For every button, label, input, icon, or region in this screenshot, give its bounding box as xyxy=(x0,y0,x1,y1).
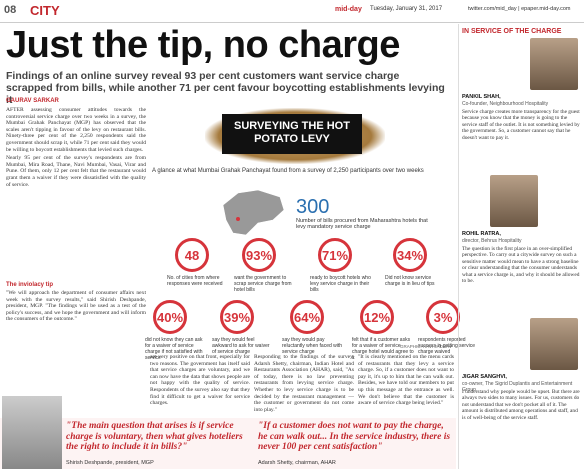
page: {"header": {"section_number": "08", "sec… xyxy=(0,0,584,469)
section-number: 08 xyxy=(4,4,16,16)
body-column: The inviolacy tip "We will approach the … xyxy=(6,280,146,395)
quote-attribution: Shirish Deshpande, president, MGP xyxy=(66,460,154,466)
person-quote: I understand why people would be upset. … xyxy=(462,389,580,465)
subhead: The inviolacy tip xyxy=(6,282,146,288)
person-name: PANKIL SHAH, xyxy=(462,94,501,100)
section-name: CITY xyxy=(30,3,60,18)
person-role: Co-founder, Neighbourhood Hospitality xyxy=(462,101,580,107)
stat-label: ready to boycott hotels who levy service… xyxy=(310,275,372,293)
paragraph: Responding to the findings of the survey… xyxy=(254,354,354,413)
stat-value: 12% xyxy=(360,300,394,334)
dateline: Tuesday, January 31, 2017 xyxy=(370,6,442,12)
portrait xyxy=(490,175,538,227)
photo xyxy=(2,396,62,469)
stat-value: 71% xyxy=(318,238,352,272)
graphic-credit: GRAPHIC: RAVI JADHAV xyxy=(400,344,452,349)
stat-value: 93% xyxy=(242,238,276,272)
standfirst: Findings of an online survey reveal 93 p… xyxy=(6,70,446,106)
stat-value: 39% xyxy=(220,300,254,334)
stat-value: 48 xyxy=(175,238,209,272)
infographic-caption: A glance at what Mumbai Grahak Panchayat… xyxy=(152,168,452,174)
stat-label: No. of cities from where responses were … xyxy=(167,275,229,287)
stat-label: did not know they can ask for a waiver o… xyxy=(145,337,207,361)
stat-label: say they would feel awkward to ask for w… xyxy=(212,337,274,355)
person-quote: The question is the first place in an ov… xyxy=(462,246,580,308)
quote-attribution: Adarsh Shetty, chairman, AHAR xyxy=(258,460,336,466)
bills-count: 300 xyxy=(296,196,329,219)
paragraph: "It is clearly mentioned on the menu car… xyxy=(358,354,454,407)
stat-label: want the government to scrap service cha… xyxy=(234,275,296,293)
body-column: Responding to the findings of the survey… xyxy=(254,354,354,416)
person-name: JIGAR SANGHVI, xyxy=(462,374,507,380)
paragraph: are very positive on that front, especia… xyxy=(150,354,250,407)
body-column: "It is clearly mentioned on the menu car… xyxy=(358,354,454,416)
person-quote: Service charge creates more transparency… xyxy=(462,109,580,171)
stat-value: 3% xyxy=(426,300,460,334)
byline: GAURAV SARKAR xyxy=(6,98,59,104)
bills-label: Number of bills procured from Maharashtr… xyxy=(296,218,436,230)
body-column: are very positive on that front, especia… xyxy=(150,354,250,416)
paragraph: Nearly 95 per cent of the survey's respo… xyxy=(6,155,146,188)
person-name: ROHIL RATRA, xyxy=(462,231,501,237)
body-text: "We will approach the department of cons… xyxy=(6,290,146,323)
pull-quote: "The main question that arises is if ser… xyxy=(66,421,251,453)
stat-value: 34% xyxy=(393,238,427,272)
person-role: director, Behrus Hospitality xyxy=(462,238,580,244)
paragraph: AFTER assessing consumer attitudes towar… xyxy=(6,107,146,153)
stat-label: Did not know service charge is in lieu o… xyxy=(385,275,447,287)
stat-label: felt that if a customer asks for a waive… xyxy=(352,337,414,361)
stat-value: 40% xyxy=(153,300,187,334)
masthead: mid-day xyxy=(335,6,362,13)
headline: Just the tip, no charge xyxy=(6,24,456,67)
portrait xyxy=(530,318,578,370)
stat-value: 64% xyxy=(290,300,324,334)
paragraph: "We will approach the department of cons… xyxy=(6,290,146,323)
pull-quote: "If a customer does not want to pay the … xyxy=(258,421,454,453)
sidebar-title: IN SERVICE OF THE CHARGE xyxy=(462,28,561,35)
infographic-title: SURVEYING THE HOT POTATO LEVY xyxy=(222,114,362,154)
links: twitter.com/mid_day | epaper.mid-day.com xyxy=(468,6,571,12)
map xyxy=(218,185,288,240)
portrait xyxy=(530,38,578,90)
stat-label: say they would pay reluctantly when face… xyxy=(282,337,344,355)
body-column: AFTER assessing consumer attitudes towar… xyxy=(6,107,146,279)
